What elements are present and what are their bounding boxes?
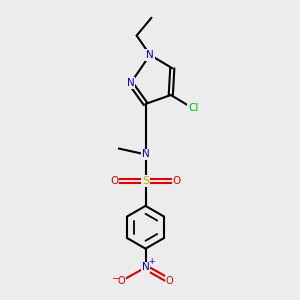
Text: O: O <box>118 276 126 286</box>
Text: O: O <box>172 176 181 186</box>
Text: N: N <box>127 78 135 88</box>
Text: Cl: Cl <box>188 103 198 113</box>
Text: O: O <box>166 276 173 286</box>
Text: O: O <box>110 176 118 186</box>
Text: S: S <box>142 176 149 186</box>
Text: −: − <box>112 273 119 282</box>
Text: N: N <box>142 149 149 160</box>
Text: +: + <box>148 257 155 266</box>
Text: N: N <box>146 50 154 60</box>
Text: N: N <box>142 262 149 272</box>
